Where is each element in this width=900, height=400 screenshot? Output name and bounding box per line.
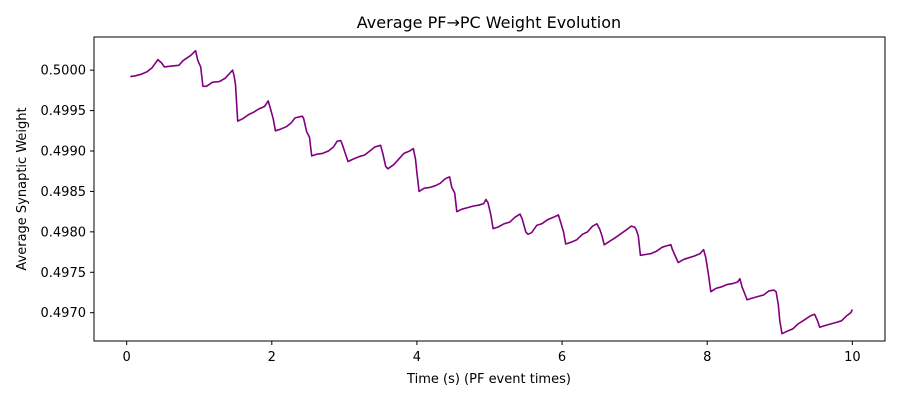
weight-series-line	[130, 49, 854, 335]
y-tick-label: 0.4995	[41, 104, 87, 119]
y-tick-label: 0.4975	[41, 266, 87, 281]
x-tick-label: 8	[703, 350, 711, 365]
y-tick-label: 0.4970	[41, 306, 87, 321]
x-axis-ticks: 0 2 4 6 8 10	[123, 341, 861, 365]
x-tick-label: 6	[558, 350, 566, 365]
y-tick-label: 0.4990	[41, 145, 87, 160]
plot-frame	[93, 36, 886, 342]
y-axis-label: Average Synaptic Weight	[15, 107, 30, 270]
plot-area: 0 2 4 6 8 10 0.49700.49750.49800.49850.49900.…	[41, 36, 886, 365]
y-axis-ticks: 0.4970 0.4975 0.4980 0.4985 0.4990 0.4995 0.50…	[41, 64, 94, 321]
x-tick-label: 4	[413, 350, 421, 365]
x-axis-label: Time (s) (PF event times)	[406, 372, 571, 387]
y-tick-label: 0.4985	[41, 185, 87, 200]
y-tick-label: 0.5000	[41, 64, 87, 79]
x-tick-label: 2	[268, 350, 276, 365]
chart-title: Average PF→PC Weight Evolution	[357, 13, 621, 32]
y-tick-label: 0.4980	[41, 225, 87, 240]
x-tick-label: 0	[123, 350, 131, 365]
series-layer	[130, 49, 854, 335]
x-tick-label: 10	[844, 350, 861, 365]
